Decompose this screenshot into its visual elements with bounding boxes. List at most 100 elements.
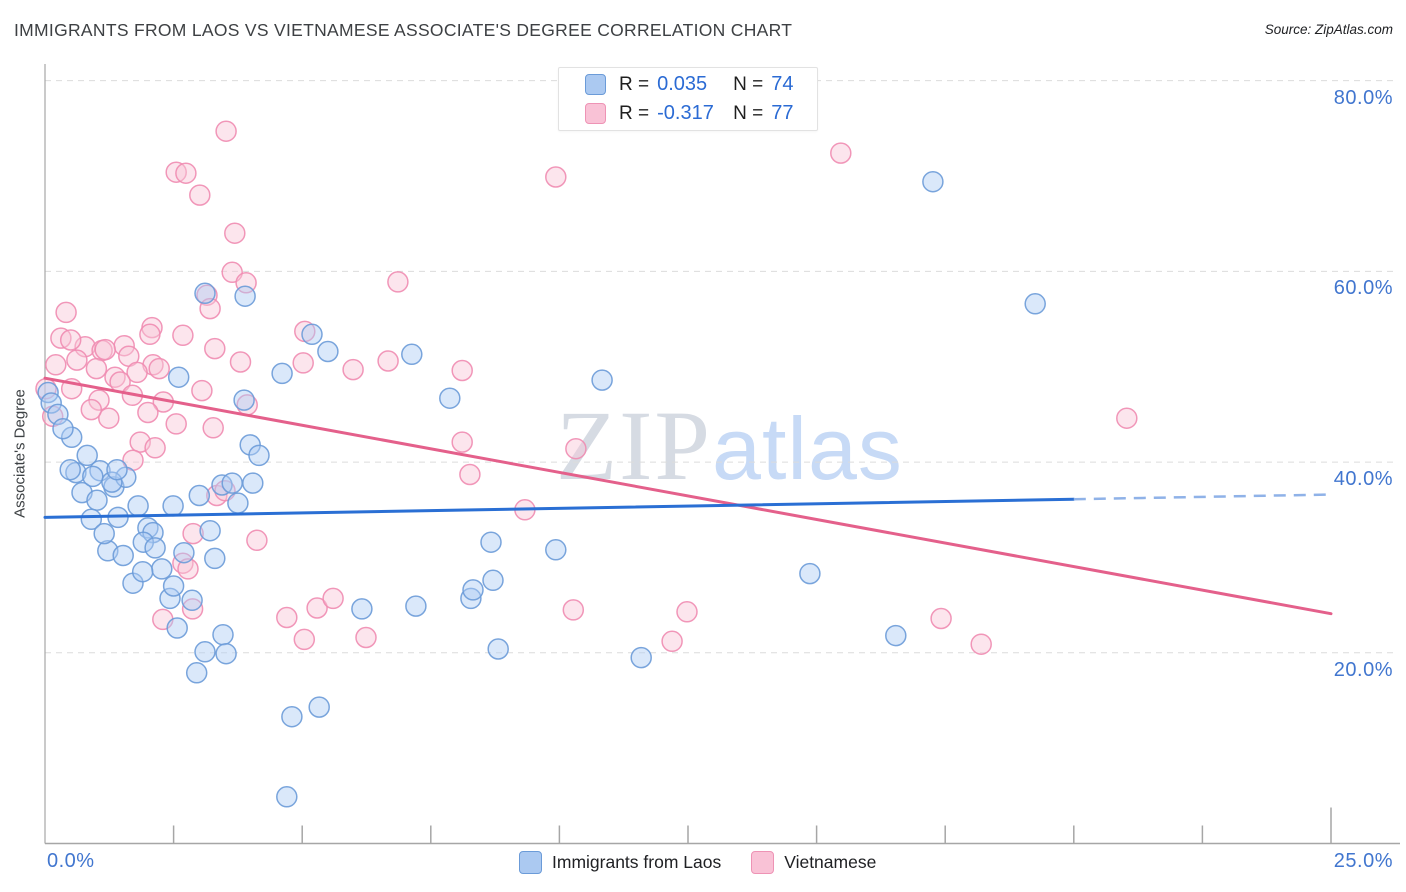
data-point-vietnamese[interactable]	[175, 162, 197, 184]
data-point-laos[interactable]	[188, 484, 211, 507]
data-point-vietnamese[interactable]	[377, 350, 399, 372]
data-point-vietnamese[interactable]	[182, 522, 204, 545]
data-point-laos[interactable]	[460, 587, 482, 610]
data-point-laos[interactable]	[233, 389, 255, 411]
data-point-laos[interactable]	[159, 587, 181, 610]
data-point-laos[interactable]	[487, 638, 509, 660]
data-point-vietnamese[interactable]	[137, 401, 159, 424]
data-point-laos[interactable]	[40, 392, 62, 414]
data-point-laos[interactable]	[162, 575, 185, 597]
data-point-laos[interactable]	[301, 323, 323, 346]
data-point-vietnamese[interactable]	[165, 413, 187, 435]
data-point-laos[interactable]	[922, 170, 944, 193]
data-point-laos[interactable]	[76, 444, 98, 467]
data-point-laos[interactable]	[199, 519, 221, 542]
data-point-vietnamese[interactable]	[930, 607, 952, 630]
data-point-laos[interactable]	[65, 461, 87, 484]
data-point-vietnamese[interactable]	[189, 184, 211, 206]
data-point-laos[interactable]	[248, 444, 270, 467]
data-point-vietnamese[interactable]	[215, 120, 237, 142]
data-point-vietnamese[interactable]	[451, 431, 473, 453]
data-point-laos[interactable]	[215, 642, 237, 665]
data-point-vietnamese[interactable]	[144, 437, 166, 459]
data-point-vietnamese[interactable]	[830, 142, 852, 164]
data-point-vietnamese[interactable]	[545, 166, 567, 188]
data-point-vietnamese[interactable]	[148, 357, 170, 380]
data-point-laos[interactable]	[115, 466, 137, 489]
data-point-laos[interactable]	[112, 544, 134, 567]
data-point-vietnamese[interactable]	[306, 597, 328, 619]
data-point-vietnamese[interactable]	[293, 628, 316, 651]
data-point-laos[interactable]	[480, 531, 502, 553]
data-point-vietnamese[interactable]	[80, 398, 103, 421]
data-point-vietnamese[interactable]	[181, 598, 204, 620]
data-point-vietnamese[interactable]	[229, 351, 252, 373]
data-point-laos[interactable]	[194, 641, 216, 663]
data-point-laos[interactable]	[93, 522, 115, 545]
data-point-vietnamese[interactable]	[45, 354, 67, 376]
data-point-vietnamese[interactable]	[1116, 407, 1138, 429]
data-point-vietnamese[interactable]	[191, 379, 213, 402]
data-point-laos[interactable]	[194, 282, 216, 305]
data-point-vietnamese[interactable]	[459, 463, 481, 486]
data-point-vietnamese[interactable]	[177, 558, 199, 580]
data-point-vietnamese[interactable]	[276, 606, 298, 629]
data-point-vietnamese[interactable]	[94, 338, 116, 361]
data-point-vietnamese[interactable]	[451, 359, 473, 382]
data-point-laos[interactable]	[185, 662, 208, 684]
data-point-laos[interactable]	[591, 369, 613, 391]
data-point-laos[interactable]	[204, 547, 226, 570]
data-point-laos[interactable]	[482, 569, 504, 592]
data-point-vietnamese[interactable]	[661, 630, 683, 653]
data-point-laos[interactable]	[52, 417, 74, 440]
data-point-laos[interactable]	[221, 472, 243, 494]
data-point-laos[interactable]	[151, 558, 173, 580]
data-point-vietnamese[interactable]	[292, 352, 314, 374]
data-point-vietnamese[interactable]	[202, 417, 224, 439]
data-point-laos[interactable]	[799, 562, 821, 585]
data-point-laos[interactable]	[439, 387, 461, 409]
data-point-vietnamese[interactable]	[387, 271, 409, 293]
data-point-laos[interactable]	[212, 623, 234, 646]
data-point-vietnamese[interactable]	[565, 437, 587, 460]
data-point-vietnamese[interactable]	[172, 324, 194, 347]
data-point-laos[interactable]	[181, 589, 203, 612]
data-point-vietnamese[interactable]	[970, 633, 992, 655]
data-point-laos[interactable]	[60, 426, 83, 449]
data-point-laos[interactable]	[1024, 293, 1046, 315]
data-point-laos[interactable]	[630, 646, 652, 669]
data-point-vietnamese[interactable]	[139, 323, 161, 346]
data-point-laos[interactable]	[127, 495, 149, 517]
data-point-laos[interactable]	[227, 492, 249, 514]
data-point-laos[interactable]	[545, 539, 567, 561]
data-point-laos[interactable]	[885, 624, 907, 647]
data-point-laos[interactable]	[462, 579, 484, 601]
data-point-vietnamese[interactable]	[322, 587, 344, 610]
data-point-laos[interactable]	[144, 537, 166, 559]
data-point-laos[interactable]	[131, 560, 154, 583]
data-point-laos[interactable]	[317, 340, 339, 363]
data-point-laos[interactable]	[242, 472, 264, 494]
data-point-vietnamese[interactable]	[676, 601, 698, 623]
data-point-vietnamese[interactable]	[355, 626, 377, 649]
data-point-laos[interactable]	[59, 458, 81, 481]
data-point-laos[interactable]	[173, 541, 195, 564]
data-point-laos[interactable]	[351, 598, 373, 620]
data-point-vietnamese[interactable]	[59, 329, 82, 351]
data-point-laos[interactable]	[271, 362, 293, 385]
data-point-laos[interactable]	[281, 705, 303, 728]
data-point-laos[interactable]	[405, 595, 427, 617]
data-point-laos[interactable]	[162, 495, 184, 517]
data-point-laos[interactable]	[86, 489, 108, 511]
data-point-vietnamese[interactable]	[85, 357, 108, 380]
data-point-laos[interactable]	[276, 786, 298, 808]
data-point-vietnamese[interactable]	[126, 361, 148, 384]
data-point-laos[interactable]	[82, 465, 104, 488]
data-point-laos[interactable]	[166, 617, 188, 639]
data-point-laos[interactable]	[80, 508, 103, 531]
data-point-vietnamese[interactable]	[224, 222, 246, 244]
data-point-laos[interactable]	[106, 458, 128, 481]
data-point-vietnamese[interactable]	[55, 301, 77, 324]
data-point-vietnamese[interactable]	[66, 349, 88, 371]
data-point-laos[interactable]	[132, 531, 155, 553]
